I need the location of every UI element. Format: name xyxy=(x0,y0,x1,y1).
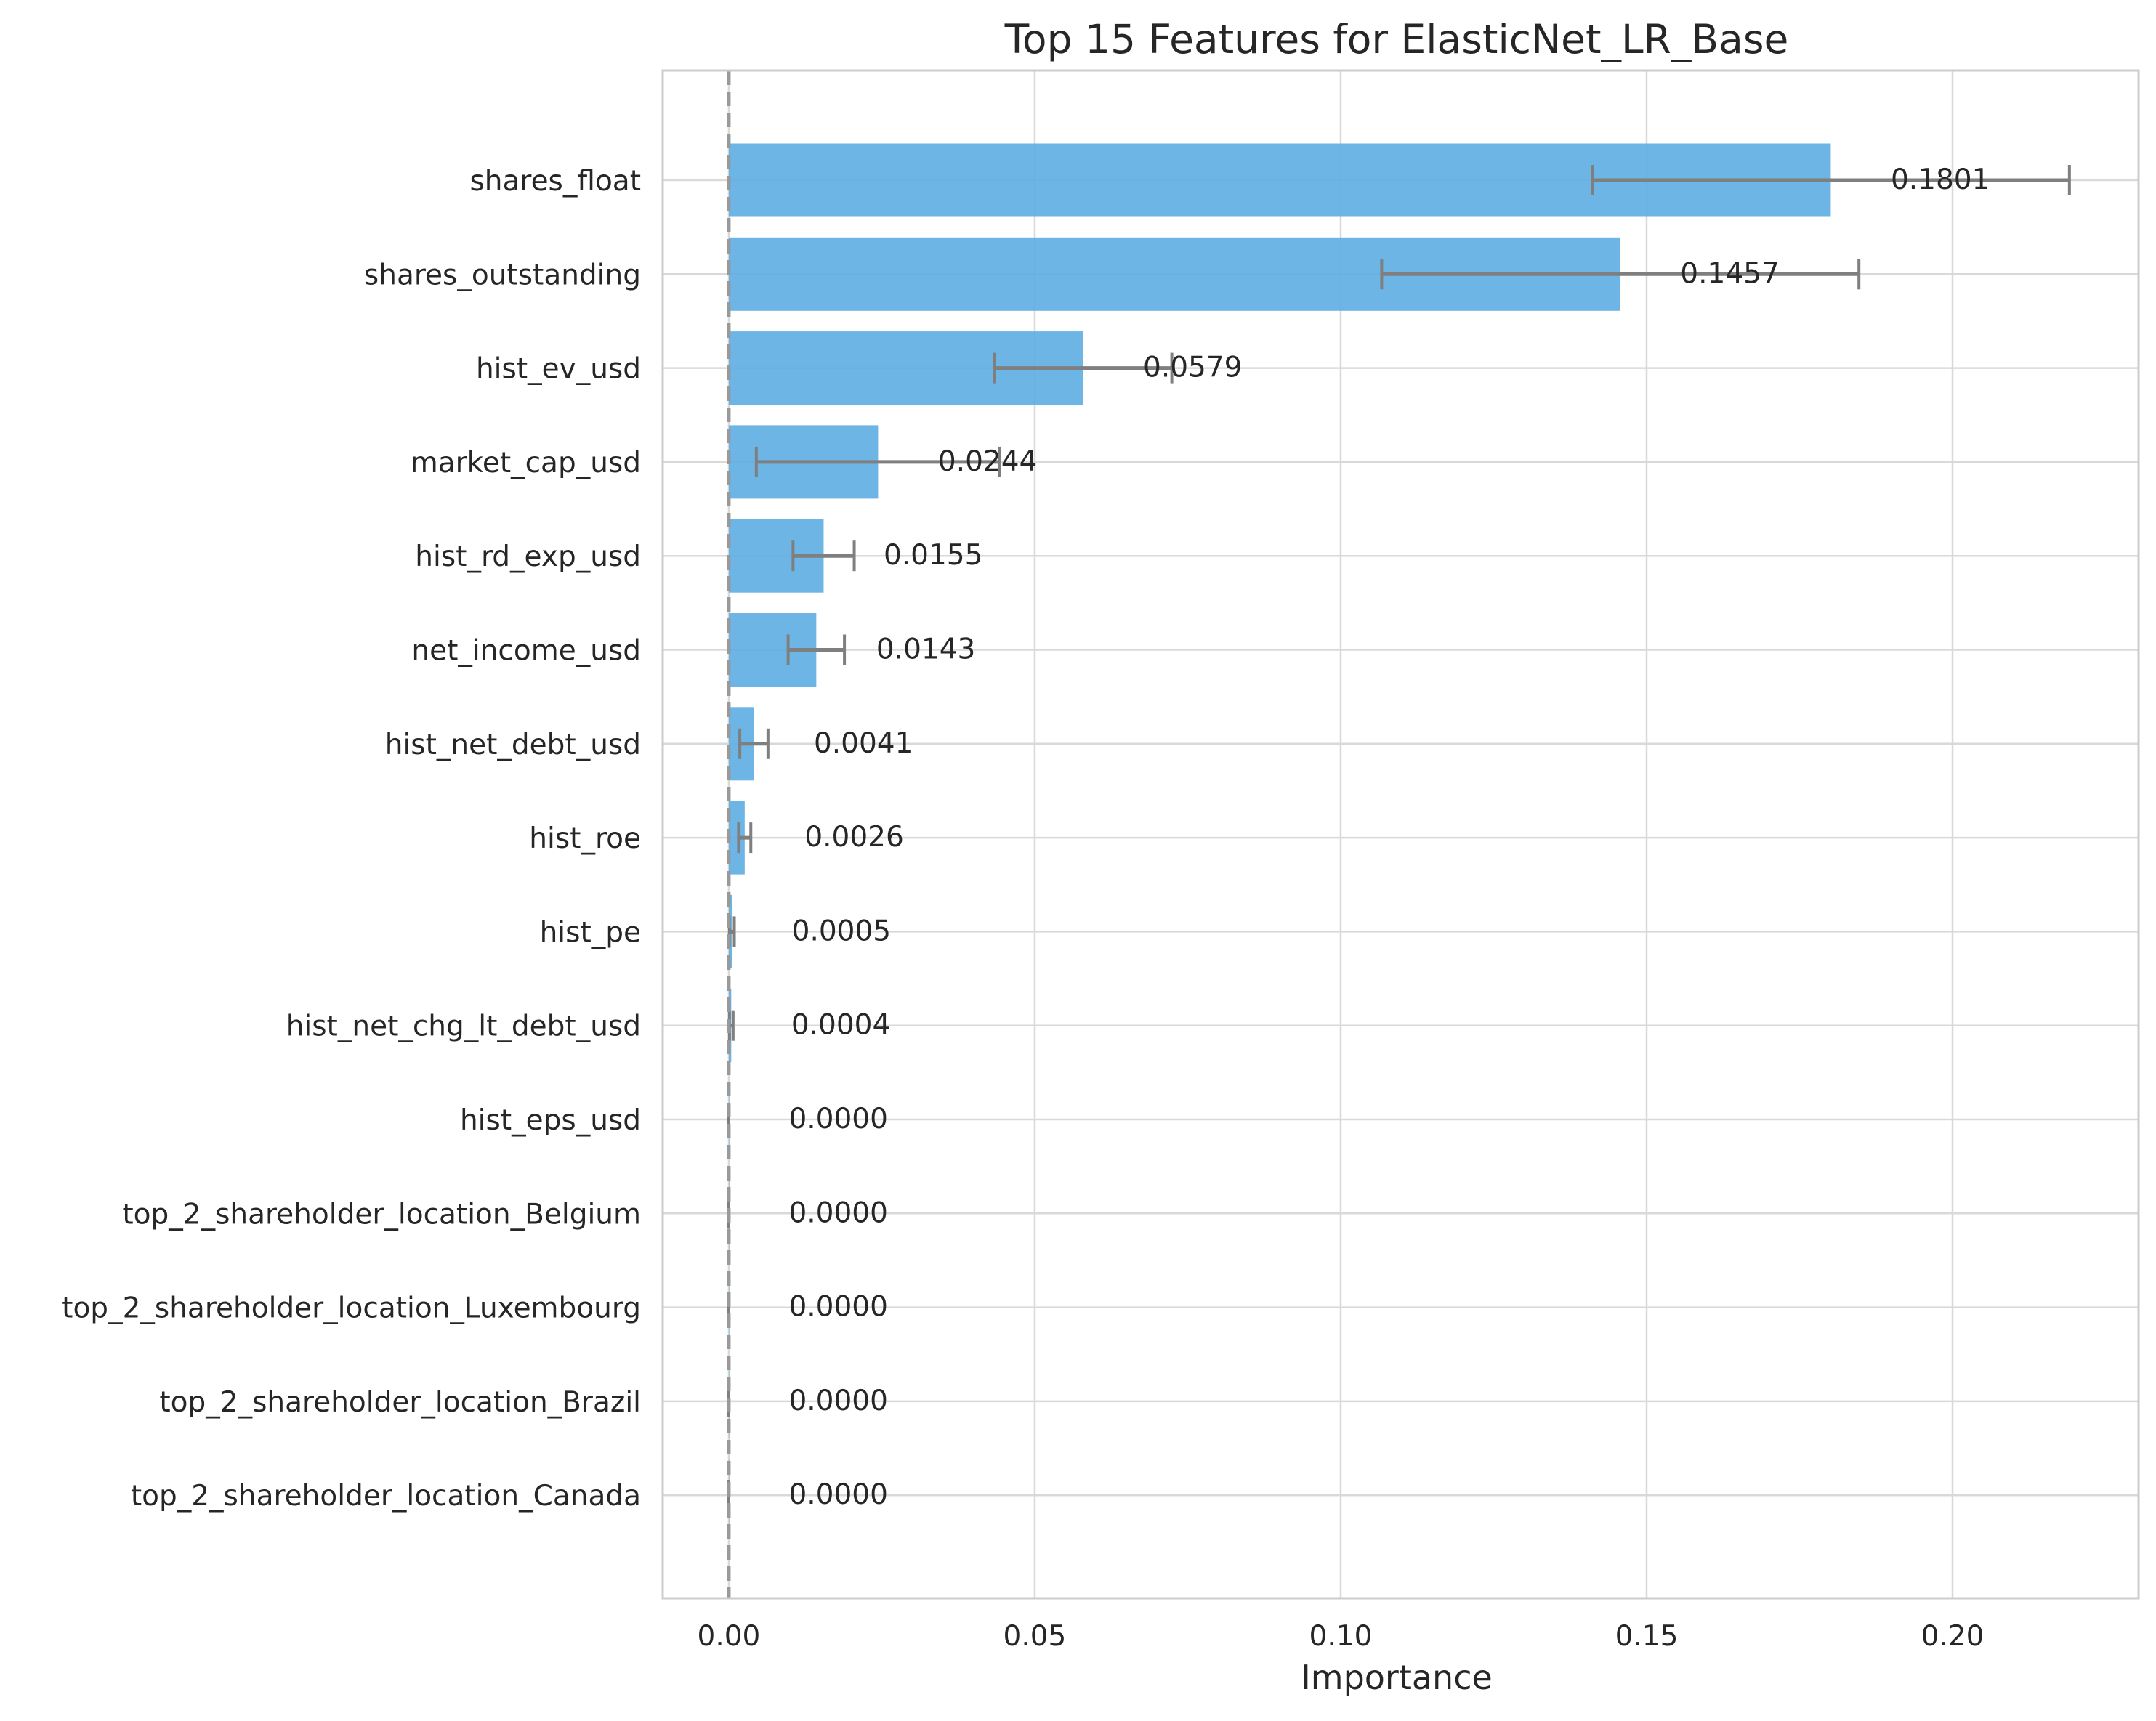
value-label: 0.0000 xyxy=(788,1385,887,1417)
value-label: 0.1457 xyxy=(1680,257,1779,290)
value-label: 0.0244 xyxy=(938,445,1037,478)
plot-frame xyxy=(661,69,2140,1600)
y-tick-label: top_2_shareholder_location_Luxembourg xyxy=(62,1292,641,1325)
y-tick-label: top_2_shareholder_location_Belgium xyxy=(122,1198,641,1231)
value-label: 0.0143 xyxy=(876,633,975,666)
value-label: 0.0000 xyxy=(788,1196,887,1229)
value-label: 0.0155 xyxy=(884,539,982,572)
x-tick-label: 0.20 xyxy=(1921,1620,1985,1653)
value-label: 0.0000 xyxy=(788,1291,887,1324)
chart-title: Top 15 Features for ElasticNet_LR_Base xyxy=(1004,16,1789,62)
value-label: 0.0000 xyxy=(788,1478,887,1511)
x-axis-label: Importance xyxy=(1301,1658,1493,1697)
y-tick-label: top_2_shareholder_location_Brazil xyxy=(159,1386,641,1419)
y-tick-label: top_2_shareholder_location_Canada xyxy=(131,1480,641,1513)
x-tick-labels: 0.00 0.05 0.10 0.15 0.20 xyxy=(698,1620,1985,1653)
value-label: 0.1801 xyxy=(1891,163,1990,196)
y-tick-labels: shares_float shares_outstanding hist_ev_us… xyxy=(62,165,641,1513)
y-tick-label: hist_rd_exp_usd xyxy=(415,540,641,573)
x-tick-label: 0.10 xyxy=(1309,1620,1373,1653)
y-tick-label: market_cap_usd xyxy=(411,447,641,479)
y-tick-label: hist_net_debt_usd xyxy=(385,729,641,761)
value-label: 0.0000 xyxy=(788,1103,887,1135)
bars xyxy=(728,143,1831,1532)
x-tick-label: 0.15 xyxy=(1615,1620,1679,1653)
y-tick-label: hist_eps_usd xyxy=(460,1104,641,1137)
y-tick-label: hist_pe xyxy=(540,916,641,949)
value-label: 0.0041 xyxy=(814,727,913,760)
y-tick-label: shares_float xyxy=(469,165,641,198)
bar xyxy=(728,801,745,875)
value-label: 0.0579 xyxy=(1143,352,1242,384)
x-tick-label: 0.05 xyxy=(1004,1620,1067,1653)
y-tick-label: hist_ev_usd xyxy=(476,353,641,386)
y-tick-label: shares_outstanding xyxy=(364,259,641,291)
y-tick-label: net_income_usd xyxy=(411,635,641,668)
value-labels: 0.1801 0.1457 0.0579 0.0244 0.0155 0.0143 0.00… xyxy=(788,163,1990,1511)
value-label: 0.0004 xyxy=(791,1009,890,1042)
value-label: 0.0005 xyxy=(792,915,891,947)
x-tick-label: 0.00 xyxy=(698,1620,761,1653)
y-tick-label: hist_net_chg_lt_debt_usd xyxy=(286,1011,641,1043)
y-tick-label: hist_roe xyxy=(529,822,641,855)
value-label: 0.0026 xyxy=(804,821,903,854)
